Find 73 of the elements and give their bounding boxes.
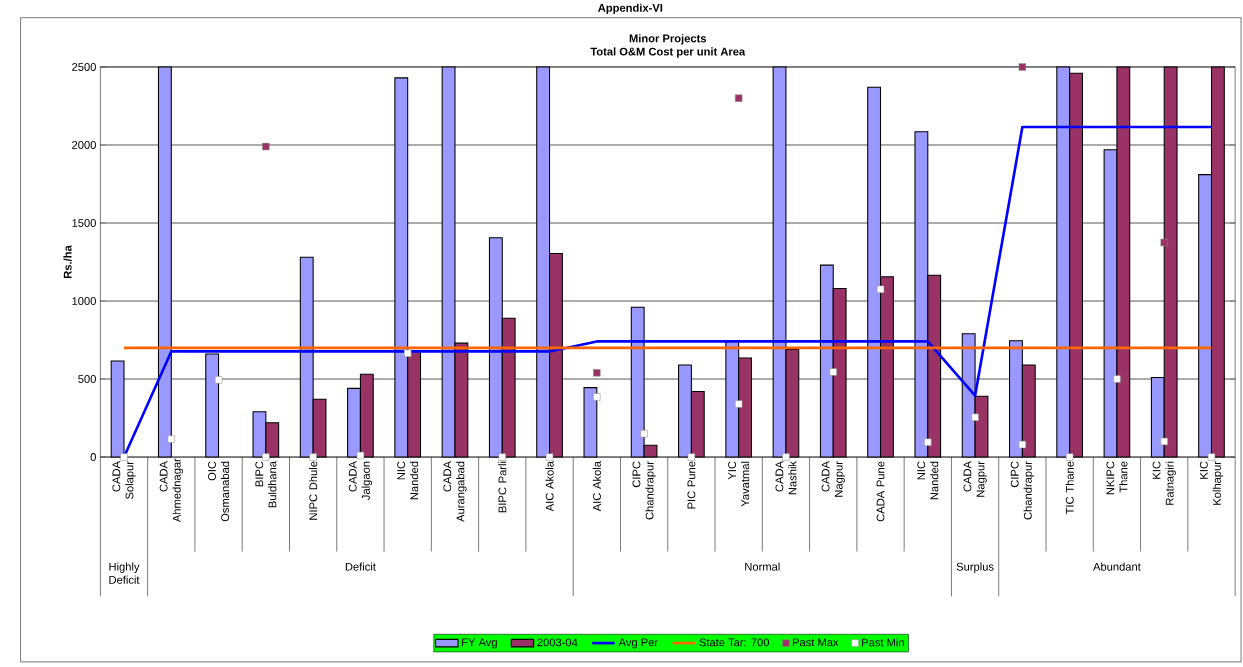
y-tick-label: 0: [90, 453, 96, 462]
point: [1207, 453, 1216, 461]
x-tick-label: AIC Akola: [592, 461, 601, 512]
y-tick-label: 1000: [72, 297, 96, 306]
y-axis-title: Rs./ha: [63, 245, 72, 279]
x-tick-label: CADA Nagpur: [821, 461, 845, 497]
y-tick-label: 2500: [72, 63, 96, 71]
legend-label: State Tar: 700: [699, 638, 770, 647]
legend-label: Avg Per: [618, 638, 658, 649]
x-tick-label: OIC Osmanabad: [208, 461, 230, 522]
point: [593, 393, 601, 401]
point: [1160, 238, 1168, 247]
x-tick-label: BIPC Parli: [498, 461, 507, 513]
x-tick-label: KIC Kolhapur: [1199, 461, 1224, 505]
point: [404, 349, 412, 358]
point: [356, 451, 365, 460]
point: [214, 376, 223, 384]
point: [734, 400, 743, 408]
point: [640, 430, 648, 438]
text: Surplus: [956, 562, 994, 573]
text: Abundant: [1093, 562, 1141, 571]
x-tick-label: CADA Pune: [876, 461, 885, 522]
y-tick-label: 1500: [72, 219, 96, 228]
point: [1018, 63, 1027, 71]
x-tick-label: KIC Ratnagiri: [1152, 461, 1176, 505]
x-tick-label: CIPC Chandrapur: [1010, 461, 1034, 520]
point: [167, 435, 175, 443]
point: [876, 285, 885, 294]
chart-title: Minor Projects: [629, 34, 707, 45]
point: [829, 368, 837, 376]
x-tick-label: CIPC Chandrapur: [632, 461, 656, 520]
legend-label: FY Avg: [462, 638, 497, 649]
point: [120, 453, 128, 461]
text: Deficit: [345, 562, 376, 571]
point: [309, 453, 317, 461]
point: [593, 369, 601, 377]
y-tick-label: 500: [78, 375, 96, 384]
x-tick-label: CADA Nashik: [775, 461, 797, 495]
x-tick-label: CADA Ahmednagar: [159, 458, 183, 523]
legend-label: 2003-04: [537, 638, 578, 647]
x-tick-label: AIC Akola: [545, 461, 554, 512]
point: [687, 453, 696, 461]
point: [1160, 437, 1168, 446]
x-tick-label: CADA Solapur: [112, 461, 136, 500]
text: Normal: [745, 562, 780, 571]
x-tick-label: NKIPC Thane: [1106, 461, 1128, 495]
point: [1065, 453, 1074, 461]
x-tick-label: CADA Aurangabad: [443, 461, 467, 522]
x-tick-label: TIC Thane: [1065, 461, 1074, 515]
point: [782, 453, 790, 461]
chart-subtitle: Total O&M Cost per unit Area: [590, 47, 746, 58]
point: [545, 453, 554, 461]
point: [924, 438, 932, 446]
point: [262, 142, 270, 151]
x-tick-label: PIC Pune: [687, 461, 696, 509]
legend-label: Past Min: [862, 638, 904, 647]
x-tick-label: YIC Yavatmal: [728, 461, 750, 507]
point: [734, 94, 743, 102]
x-tick-label: NIPC Dhule: [309, 461, 318, 520]
x-tick-label: NIC Nanded: [917, 461, 939, 500]
x-tick-label: CADA Jalgaon: [348, 461, 373, 501]
point: [262, 453, 270, 461]
x-tick-label: BIPC Buldhana: [255, 461, 277, 508]
point: [971, 413, 979, 422]
point: [498, 453, 506, 461]
x-tick-label: CADA Nagpur: [963, 461, 987, 497]
legend-label: Past Max: [792, 638, 839, 647]
point: [1018, 440, 1027, 449]
text: Appendix-VI: [598, 3, 663, 15]
x-tick-label: NIC Nanded: [397, 461, 419, 500]
text: Highly Deficit: [109, 562, 140, 584]
y-tick-label: 2000: [72, 141, 96, 149]
point: [1113, 375, 1121, 383]
